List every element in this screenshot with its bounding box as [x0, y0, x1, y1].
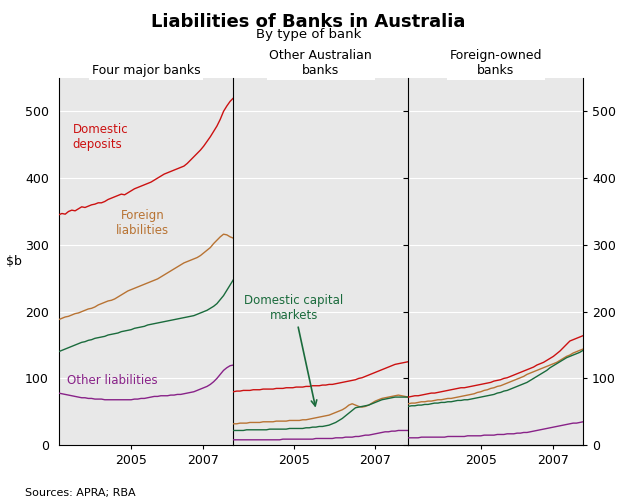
Text: By type of bank: By type of bank [256, 28, 361, 41]
Title: Four major banks: Four major banks [92, 64, 201, 77]
Text: Liabilities of Banks in Australia: Liabilities of Banks in Australia [151, 13, 466, 31]
Text: Other liabilities: Other liabilities [67, 374, 158, 387]
Text: Foreign
liabilities: Foreign liabilities [116, 209, 169, 237]
Title: Other Australian
banks: Other Australian banks [270, 49, 372, 77]
Text: Domestic capital
markets: Domestic capital markets [244, 294, 344, 406]
Y-axis label: $b: $b [6, 255, 22, 268]
Title: Foreign-owned
banks: Foreign-owned banks [449, 49, 542, 77]
Text: Domestic
deposits: Domestic deposits [73, 123, 128, 151]
Text: Sources: APRA; RBA: Sources: APRA; RBA [25, 488, 135, 498]
